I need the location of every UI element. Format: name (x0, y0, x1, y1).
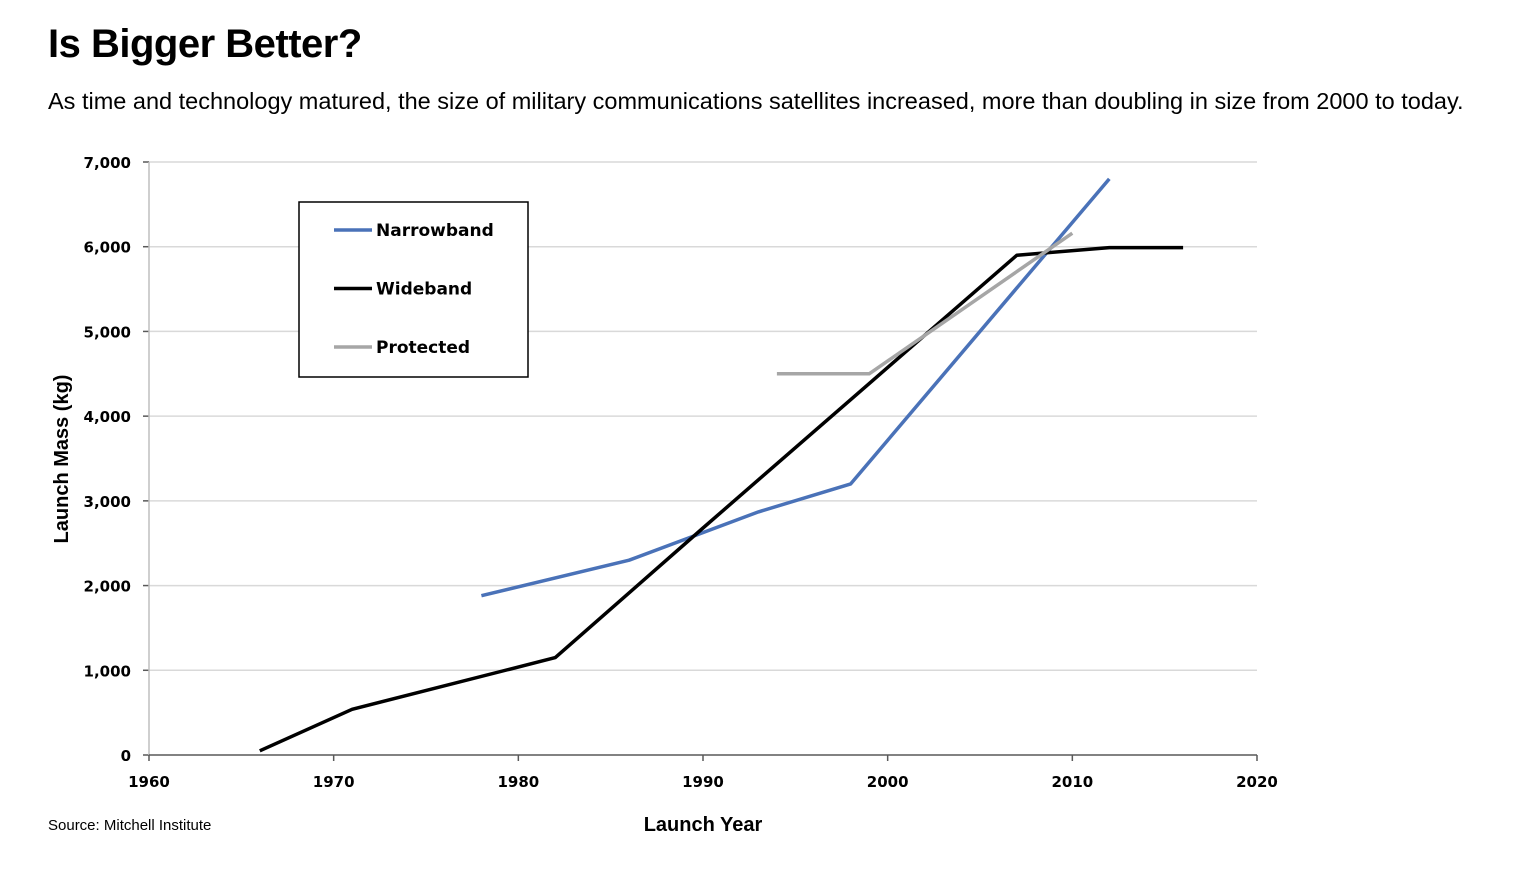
chart-subtitle: As time and technology matured, the size… (48, 88, 1464, 114)
axes (143, 161, 1258, 761)
y-tick-label: 6,000 (84, 239, 131, 257)
x-tick-label: 1990 (682, 773, 724, 791)
y-tick-label: 1,000 (84, 662, 131, 680)
y-axis-title: Launch Mass (kg) (51, 375, 73, 544)
y-tick-label: 7,000 (84, 154, 131, 172)
y-tick-label: 3,000 (84, 493, 131, 511)
y-tick-label: 0 (121, 747, 131, 765)
tick-labels: 0 1,000 2,000 3,000 4,000 5,000 6,000 7,000 1960… (84, 154, 1278, 791)
series-line-narrowband (480, 177, 1111, 598)
chart-title: Is Bigger Better? (48, 22, 362, 66)
y-tick-label: 4,000 (84, 408, 131, 426)
x-tick-label: 2010 (1051, 773, 1093, 791)
x-tick-label: 1980 (497, 773, 539, 791)
legend-label-narrowband: Narrowband (376, 221, 494, 241)
x-tick-label: 2000 (867, 773, 909, 791)
x-tick-label: 2020 (1236, 773, 1278, 791)
y-tick-label: 2,000 (84, 578, 131, 596)
series-lines (259, 177, 1184, 753)
x-tick-label: 1970 (313, 773, 355, 791)
legend-label-protected: Protected (376, 338, 470, 358)
legend-label-wideband: Wideband (376, 280, 472, 300)
x-axis-title: Launch Year (644, 814, 763, 836)
series-line-wideband (259, 245, 1184, 753)
x-tick-label: 1960 (128, 773, 170, 791)
y-tick-label: 5,000 (84, 323, 131, 341)
source-note: Source: Mitchell Institute (48, 817, 212, 834)
legend: Narrowband Wideband Protected (298, 201, 529, 378)
series-line-protected (776, 231, 1074, 376)
